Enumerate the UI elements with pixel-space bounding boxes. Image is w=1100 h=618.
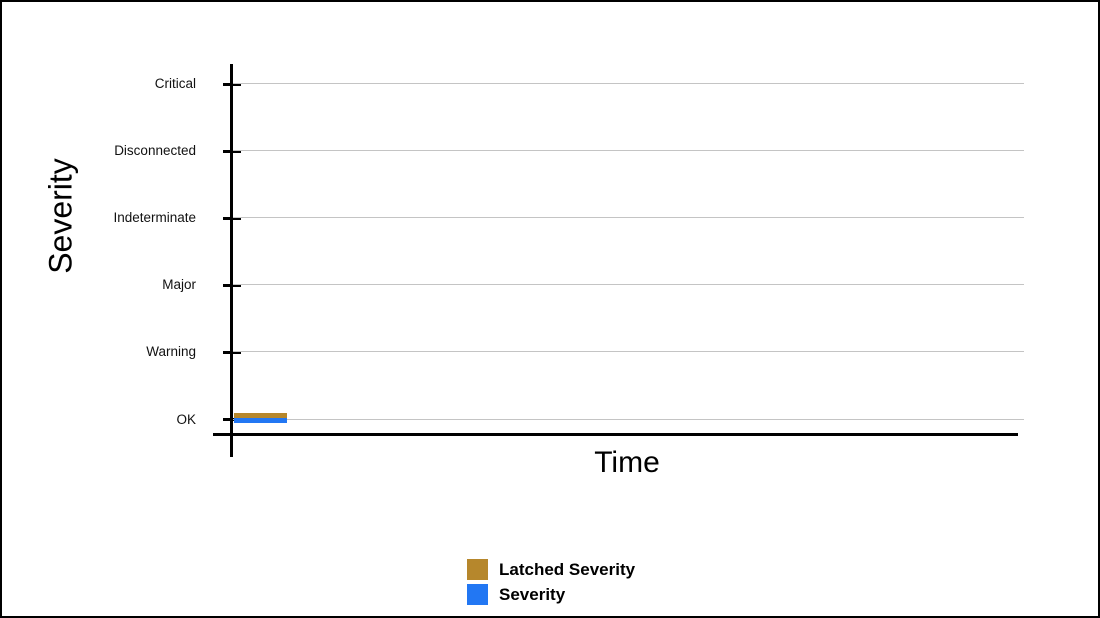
y-axis-tick-label: Disconnected <box>114 143 196 158</box>
gridline <box>233 150 1024 151</box>
gridline <box>233 217 1024 218</box>
latched-severity-series-segment <box>234 413 287 418</box>
legend-item-severity: Severity <box>467 584 635 605</box>
severity-swatch <box>467 584 488 605</box>
x-axis-title: Time <box>594 446 660 479</box>
y-axis-title: Severity <box>42 158 79 274</box>
y-axis-tick-label: OK <box>176 412 196 427</box>
x-axis-line <box>213 433 1018 436</box>
gridline <box>233 351 1024 352</box>
y-axis-tick-label: Major <box>162 277 196 292</box>
y-axis-tick-label: Warning <box>146 344 196 359</box>
legend-item-latched-severity: Latched Severity <box>467 559 635 580</box>
gridline <box>233 419 1024 420</box>
severity-series-segment <box>234 418 287 423</box>
y-axis-tick-label: Indeterminate <box>113 210 196 225</box>
latched-severity-swatch <box>467 559 488 580</box>
gridline <box>233 83 1024 84</box>
chart-legend: Latched Severity Severity <box>467 559 635 605</box>
gridline <box>233 284 1024 285</box>
legend-item-label: Severity <box>499 584 566 604</box>
y-axis-tick-label: Critical <box>154 76 196 91</box>
legend-item-label: Latched Severity <box>499 559 636 579</box>
y-axis-line <box>230 64 233 457</box>
